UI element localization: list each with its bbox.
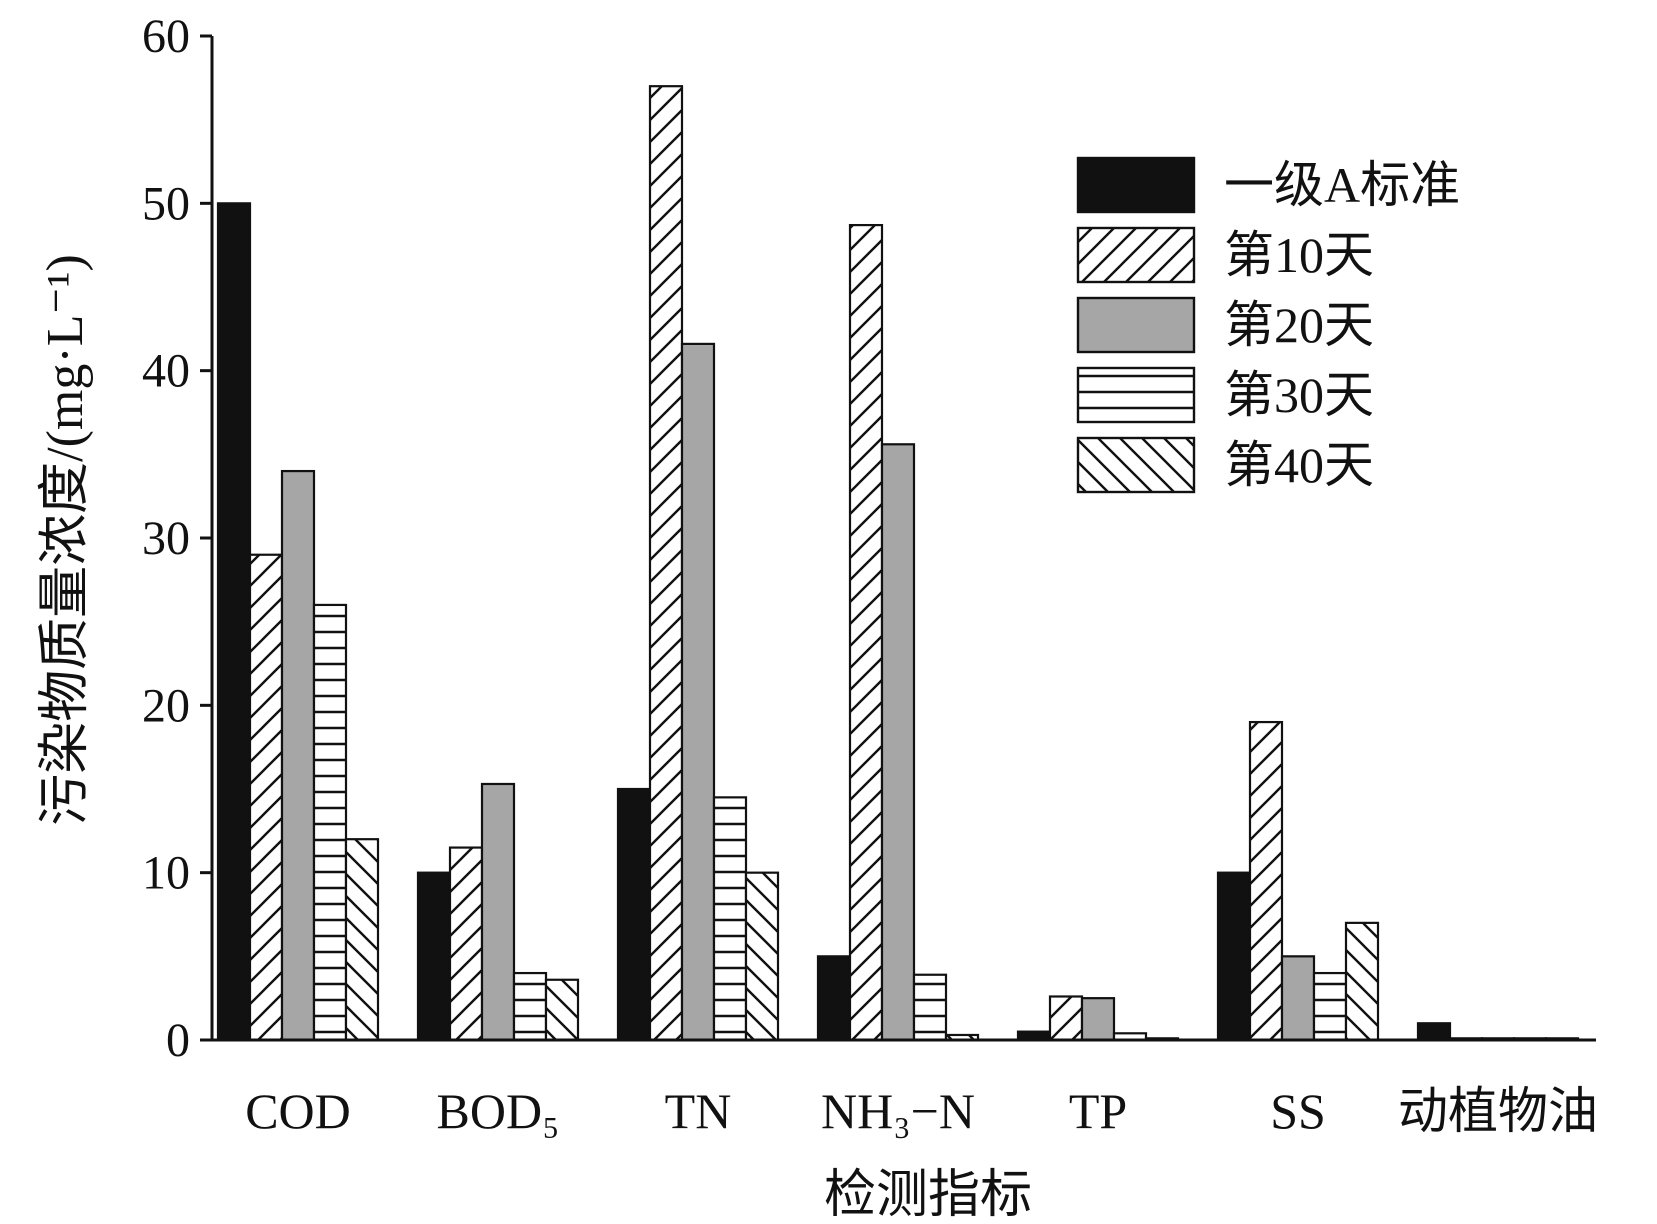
bar-tp-s2 bbox=[1048, 995, 1084, 1042]
bar-bod-s2 bbox=[448, 846, 484, 1042]
bar-cod-s2 bbox=[248, 553, 284, 1042]
bar-cod-s4 bbox=[312, 603, 348, 1042]
legend-label: 一级A标准 bbox=[1224, 157, 1460, 213]
bar-cod-s1 bbox=[216, 202, 252, 1042]
y-tick-label: 40 bbox=[142, 345, 190, 398]
bar-ss-s2 bbox=[1248, 720, 1284, 1042]
legend-swatch-5 bbox=[1076, 436, 1196, 494]
y-tick-label: 0 bbox=[166, 1014, 190, 1067]
x-category-label: 动植物油 bbox=[1398, 1083, 1598, 1139]
y-tick-label: 60 bbox=[142, 10, 190, 63]
bar-tp-s3 bbox=[1080, 997, 1116, 1042]
legend-label: 第10天 bbox=[1224, 227, 1374, 283]
legend-label: 第40天 bbox=[1224, 437, 1374, 493]
bar-nh-n-s4 bbox=[912, 973, 948, 1042]
bar-bod-s4 bbox=[512, 971, 548, 1042]
bar-cod-s3 bbox=[280, 469, 316, 1042]
x-axis-title: 检测指标 bbox=[824, 1167, 1032, 1224]
bar-tn-s4 bbox=[712, 796, 748, 1042]
bar-tn-s5 bbox=[744, 871, 780, 1042]
y-tick-label: 20 bbox=[142, 679, 190, 732]
bar-tn-s3 bbox=[680, 342, 716, 1042]
x-category-label: COD bbox=[245, 1083, 351, 1139]
legend-label: 第20天 bbox=[1224, 297, 1374, 353]
x-category-label: BOD₅ bbox=[437, 1083, 560, 1139]
legend-swatch-4 bbox=[1076, 366, 1196, 424]
legend-swatch-3 bbox=[1076, 296, 1196, 354]
x-category-label: TN bbox=[665, 1083, 732, 1139]
bar-ss-s4 bbox=[1312, 971, 1348, 1042]
legend-swatch-1 bbox=[1076, 156, 1196, 214]
y-axis-title: 污染物质量浓度/(mg·L⁻¹) bbox=[37, 254, 94, 826]
bar-bod-s5 bbox=[544, 978, 580, 1042]
y-tick-label: 30 bbox=[142, 512, 190, 565]
x-category-label: TP bbox=[1069, 1083, 1127, 1139]
bar-nh-n-s2 bbox=[848, 223, 884, 1042]
bar-tn-s1 bbox=[616, 787, 652, 1042]
bar-item-6-s1 bbox=[1416, 1022, 1452, 1042]
bar-nh-n-s3 bbox=[880, 443, 916, 1042]
bar-nh-n-s1 bbox=[816, 955, 852, 1042]
x-categories-group: COD BOD₅ TN NH₃−N TP SS 动植物油 bbox=[245, 1083, 1598, 1139]
y-tick-label: 50 bbox=[142, 177, 190, 230]
y-ticks-group: 0 10 20 30 40 50 60 bbox=[142, 10, 212, 1067]
bar-tn-s2 bbox=[648, 85, 684, 1042]
x-category-label: SS bbox=[1270, 1083, 1326, 1139]
legend-label: 第30天 bbox=[1224, 367, 1374, 423]
bar-ss-s1 bbox=[1216, 871, 1252, 1042]
bar-bod-s3 bbox=[480, 782, 516, 1042]
bar-ss-s5 bbox=[1344, 921, 1380, 1042]
x-category-label: NH₃−N bbox=[821, 1083, 975, 1139]
bar-bod-s1 bbox=[416, 871, 452, 1042]
legend-swatch-2 bbox=[1076, 226, 1196, 284]
bar-ss-s3 bbox=[1280, 955, 1316, 1042]
bars-group bbox=[216, 85, 1580, 1042]
bar-cod-s5 bbox=[344, 838, 380, 1042]
y-tick-label: 10 bbox=[142, 847, 190, 900]
